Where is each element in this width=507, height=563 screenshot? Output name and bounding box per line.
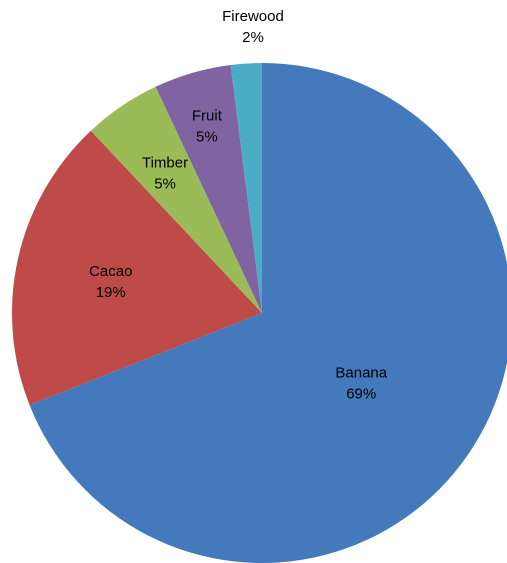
pie-slices: [11, 63, 507, 563]
pie-label-percent: 2%: [242, 29, 264, 46]
pie-slice-timber: [90, 86, 262, 313]
pie-label-percent: 5%: [154, 175, 176, 192]
pie-label-firewood: Firewood 2%: [222, 8, 284, 46]
pie-slice-firewood: [230, 63, 262, 313]
pie-labels: Banana 69% Cacao 19% Timber 5% Fruit 5% Firewood…: [89, 8, 388, 402]
pie-slice-cacao: [11, 130, 262, 406]
pie-label-category: Firewood: [222, 8, 284, 25]
pie-label-category: Banana: [335, 364, 387, 381]
pie-slice-banana: [29, 63, 507, 563]
pie-label-banana: Banana 69%: [335, 364, 387, 402]
pie-label-percent: 69%: [346, 385, 376, 402]
pie-label-cacao: Cacao 19%: [89, 263, 132, 301]
pie-label-percent: 19%: [96, 284, 126, 301]
pie-label-category: Timber: [142, 154, 188, 171]
pie-label-percent: 5%: [196, 128, 218, 145]
pie-label-timber: Timber 5%: [142, 154, 188, 192]
pie-label-category: Cacao: [89, 263, 132, 280]
pie-label-fruit: Fruit 5%: [192, 107, 223, 145]
pie-slice-fruit: [155, 64, 262, 314]
pie-label-category: Fruit: [192, 107, 223, 124]
